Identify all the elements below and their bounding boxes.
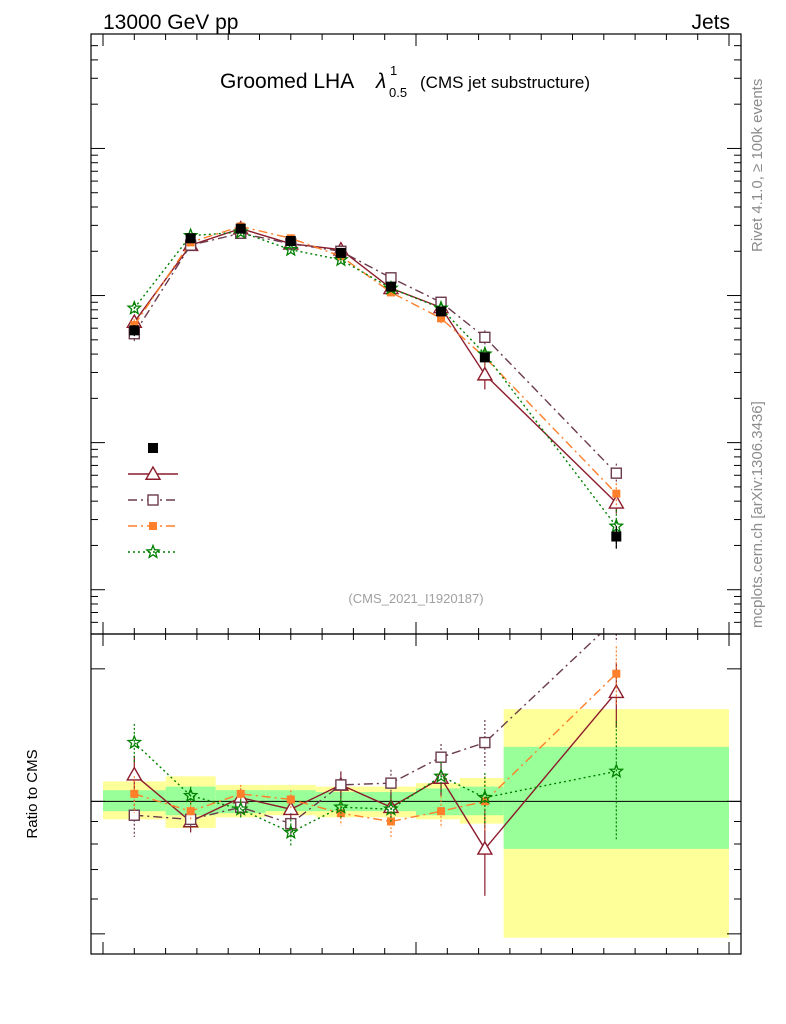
ratio-point: [286, 795, 295, 804]
ratio-point: [182, 787, 199, 803]
series-line: [133, 227, 617, 504]
legend-entry: [128, 465, 178, 480]
ratio-line: [134, 634, 602, 825]
data-point: [385, 281, 396, 292]
series-pythia-6-428-391: [128, 227, 623, 485]
x-axis: [102, 34, 730, 954]
data-point: [612, 489, 621, 498]
legend-marker: [147, 494, 159, 506]
ratio-point: [476, 789, 493, 805]
legend-marker: [145, 543, 161, 559]
series-line: [133, 225, 617, 495]
ratio-point: [184, 813, 197, 826]
ratio-point: [608, 762, 625, 779]
ratio-series-group: [126, 614, 625, 896]
title-symbol: λ: [375, 70, 386, 93]
ratio-point: [236, 789, 245, 798]
main-frame: [90, 33, 742, 635]
series-pythia-6-428-pro-q2o: [126, 223, 625, 549]
legend-marker: [149, 522, 157, 530]
legend-entry: [128, 543, 178, 559]
data-point: [282, 241, 299, 257]
category-label: Jets: [691, 11, 730, 34]
series-cms: [129, 223, 622, 549]
data-point: [335, 247, 346, 258]
data-point: [386, 288, 395, 297]
mcplots-label: mcplots.cern.ch [arXiv:1306.3436]: [749, 401, 766, 628]
data-point: [479, 331, 491, 344]
data-point: [185, 233, 196, 244]
ratio-point: [232, 800, 249, 816]
legend-entry: [128, 522, 178, 530]
ratio-point: [128, 809, 141, 821]
data-point: [611, 531, 622, 542]
title-sub: 0.5: [389, 85, 407, 100]
ratio-point: [433, 768, 449, 784]
title-note: (CMS jet substructure): [420, 73, 590, 92]
title-sup: 1: [390, 63, 397, 78]
rivet-version-label: Rivet 4.1.0, ≥ 100k events: [749, 79, 766, 252]
ratio-line: [133, 742, 617, 834]
ratio-ylabel: Ratio to CMS: [24, 749, 41, 838]
ratio-point: [435, 751, 447, 763]
legend-marker: [148, 443, 158, 453]
ratio-point: [437, 807, 446, 816]
energy-label: 13000 GeV pp: [103, 11, 238, 34]
ratio-series-pythia-6-428-pro-q2o: [126, 721, 625, 847]
ratio-panel: [91, 614, 741, 938]
legend-marker: [144, 465, 162, 480]
ratio-point: [126, 766, 143, 781]
data-point: [476, 366, 494, 381]
ratio-point: [282, 824, 299, 840]
series-line: [133, 231, 617, 527]
data-point: [436, 306, 447, 317]
ratio-point: [476, 840, 494, 855]
uncertainty-bands: [103, 709, 729, 938]
data-point: [437, 314, 446, 323]
plot-title: Groomed LHA λ 1 0.5 (CMS jet substructur…: [220, 63, 590, 100]
ratio-point: [479, 736, 491, 749]
ratio-point: [186, 807, 195, 816]
data-point: [610, 467, 623, 479]
ratio-point: [611, 614, 621, 624]
ratio-point: [385, 777, 397, 789]
data-point: [608, 494, 625, 509]
main-series-group: [126, 220, 625, 549]
legend-entry: [128, 494, 178, 506]
ratio-point: [332, 798, 349, 814]
series-line: [133, 232, 617, 474]
ratio-point: [383, 800, 399, 816]
legend-entry: [148, 443, 158, 453]
series-pythia-6-428-default: [130, 222, 621, 507]
data-point: [126, 299, 143, 315]
data-point: [285, 235, 296, 246]
main-panel: [91, 33, 741, 635]
ratio-point: [126, 734, 143, 750]
title-main: Groomed LHA: [220, 70, 354, 93]
analysis-id: (CMS_2021_I1920187): [348, 591, 483, 606]
ratio-point: [335, 779, 347, 791]
data-point: [479, 352, 490, 363]
data-point: [235, 223, 246, 234]
data-point: [129, 325, 140, 336]
legend: [128, 443, 178, 559]
ratio-point: [130, 789, 139, 798]
ratio-point: [432, 769, 450, 784]
series-pythia-6-428-370: [126, 220, 625, 514]
ratio-point: [612, 669, 621, 678]
